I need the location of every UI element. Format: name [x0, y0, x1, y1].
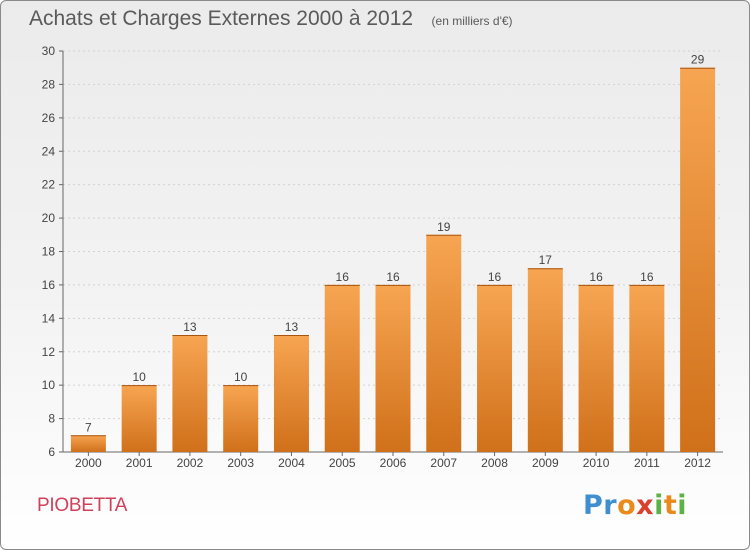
y-tick-label: 10	[42, 378, 56, 392]
x-tick-label: 2007	[430, 456, 457, 470]
commune-name: PIOBETTA	[37, 495, 128, 516]
y-tick-label: 14	[42, 311, 56, 325]
bar-value-label: 13	[183, 320, 197, 334]
bar	[578, 284, 614, 452]
bar-value-label: 13	[285, 320, 299, 334]
x-tick-label: 2003	[227, 456, 254, 470]
bar	[629, 284, 665, 452]
y-tick-label: 16	[42, 278, 56, 292]
x-tick-label: 2012	[684, 456, 711, 470]
x-tick-label: 2011	[634, 456, 660, 470]
bar	[680, 67, 716, 452]
bar-value-label: 7	[85, 420, 92, 434]
x-tick-label: 2005	[329, 456, 356, 470]
y-tick-label: 22	[42, 178, 56, 192]
proxiti-logo: Proxiti	[583, 490, 688, 521]
x-tick-label: 2000	[75, 456, 102, 470]
y-tick-label: 30	[42, 44, 56, 58]
x-tick-label: 2010	[583, 456, 610, 470]
bar	[172, 335, 208, 452]
x-tick-label: 2009	[532, 456, 559, 470]
x-tick-label: 2004	[278, 456, 305, 470]
x-tick-label: 2001	[126, 456, 153, 470]
bar	[223, 385, 259, 452]
bar-value-label: 16	[589, 270, 603, 284]
bar-value-label: 29	[691, 53, 705, 67]
bar-value-label: 16	[640, 270, 654, 284]
bar-value-label: 10	[234, 370, 248, 384]
chart-title: Achats et Charges Externes 2000 à 2012	[29, 7, 414, 30]
y-tick-label: 28	[42, 77, 56, 91]
chart-unit: (en milliers d'€)	[431, 14, 513, 28]
bar	[273, 335, 309, 452]
y-tick-label: 26	[42, 111, 56, 125]
bar-value-label: 17	[539, 253, 553, 267]
bar	[121, 385, 157, 452]
bar	[527, 268, 563, 452]
y-tick-label: 18	[42, 245, 56, 259]
chart-title-block: Achats et Charges Externes 2000 à 2012 (…	[29, 7, 513, 31]
bar	[477, 284, 513, 452]
bar-value-label: 16	[488, 270, 502, 284]
bar-value-label: 10	[132, 370, 146, 384]
bar	[375, 284, 411, 452]
y-tick-label: 6	[48, 445, 55, 459]
y-tick-label: 12	[42, 345, 56, 359]
x-tick-label: 2002	[177, 456, 204, 470]
y-tick-label: 24	[42, 144, 56, 158]
x-tick-label: 2006	[380, 456, 407, 470]
bar	[70, 435, 106, 452]
bar-value-label: 19	[437, 220, 451, 234]
bar-value-label: 16	[336, 270, 350, 284]
bar-value-label: 16	[386, 270, 400, 284]
y-tick-label: 8	[48, 412, 55, 426]
x-tick-label: 2008	[481, 456, 508, 470]
bar	[426, 234, 462, 452]
y-tick-label: 20	[42, 211, 56, 225]
bar	[324, 284, 360, 452]
